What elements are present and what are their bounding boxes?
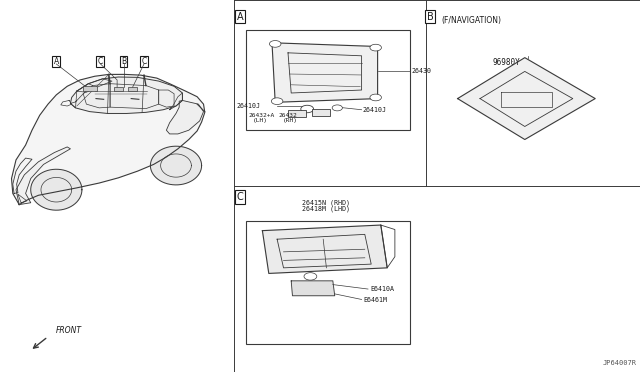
Text: (LH): (LH) (253, 118, 268, 123)
Text: (F/NAVIGATION): (F/NAVIGATION) (442, 16, 502, 25)
Text: A: A (237, 12, 243, 22)
Bar (128, 87, 137, 91)
Text: B: B (121, 57, 126, 66)
Text: 26432: 26432 (278, 113, 297, 118)
Bar (246, 221, 410, 344)
Text: A: A (54, 57, 59, 66)
Bar (83, 86, 97, 91)
Text: E6410A: E6410A (370, 286, 394, 292)
Text: 26432+A: 26432+A (248, 113, 275, 118)
Text: 26410J: 26410J (363, 108, 387, 113)
Bar (246, 30, 410, 130)
Circle shape (332, 105, 342, 111)
Polygon shape (12, 74, 205, 205)
Polygon shape (291, 281, 335, 296)
Bar (114, 87, 123, 91)
Polygon shape (70, 77, 182, 113)
Text: 26418M (LHD): 26418M (LHD) (302, 205, 351, 212)
Polygon shape (16, 147, 70, 205)
Bar (312, 109, 330, 116)
Circle shape (370, 94, 381, 101)
Text: FRONT: FRONT (56, 326, 82, 335)
Bar (288, 110, 306, 117)
Text: (RH): (RH) (283, 118, 298, 123)
Text: C: C (98, 57, 103, 66)
Circle shape (301, 105, 314, 113)
Circle shape (269, 41, 281, 47)
Text: B: B (427, 12, 433, 22)
Polygon shape (166, 100, 204, 134)
Circle shape (304, 273, 317, 280)
Text: E6461M: E6461M (363, 297, 387, 303)
Text: 96980Y: 96980Y (493, 58, 520, 67)
Circle shape (370, 44, 381, 51)
Polygon shape (272, 43, 378, 102)
Text: C: C (141, 57, 147, 66)
Polygon shape (31, 169, 82, 210)
Text: C: C (237, 192, 243, 202)
Text: 26410J: 26410J (237, 103, 261, 109)
Text: JP64007R: JP64007R (603, 360, 637, 366)
Polygon shape (150, 146, 202, 185)
Text: 26430: 26430 (412, 68, 431, 74)
Polygon shape (262, 225, 387, 273)
Polygon shape (458, 58, 595, 140)
Circle shape (271, 98, 283, 105)
Text: 26415N (RHD): 26415N (RHD) (302, 199, 351, 206)
